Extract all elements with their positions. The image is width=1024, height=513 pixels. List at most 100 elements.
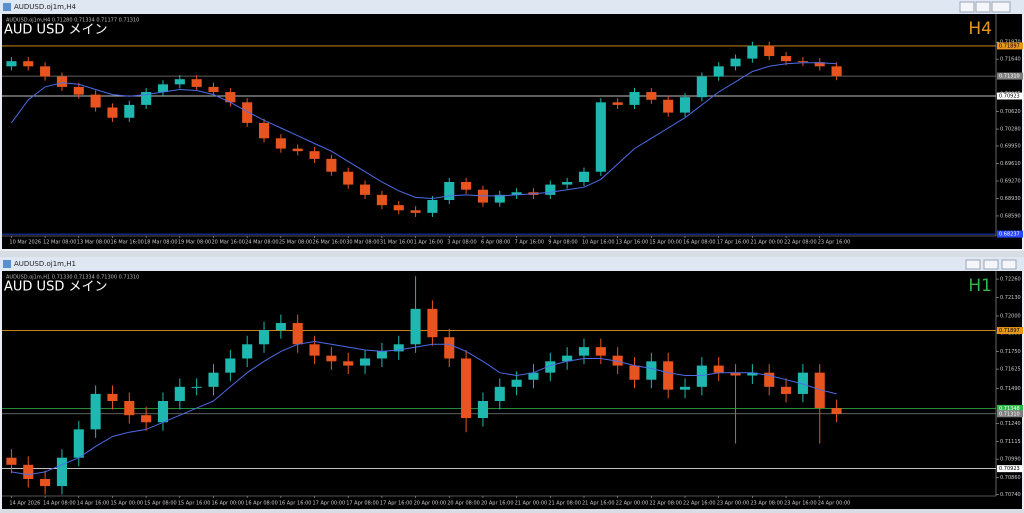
- candle-body: [679, 386, 691, 390]
- price-tag: [997, 410, 1023, 418]
- symbol-label: AUD USD メイン: [4, 280, 107, 295]
- candle-body: [141, 92, 152, 105]
- x-tick-label: 23 Apr 16:00: [818, 240, 851, 246]
- candle-body: [831, 408, 842, 414]
- chart-area: [2, 14, 1022, 249]
- y-tick-label: 0.70860: [1000, 475, 1021, 481]
- x-tick-label: 13 Mar 08:00: [77, 240, 110, 246]
- y-tick-label: 0.69610: [1000, 161, 1021, 167]
- minimize-button[interactable]: [965, 259, 981, 270]
- candle-body: [814, 62, 825, 67]
- x-tick-label: 20 Apr 08:00: [447, 501, 480, 507]
- y-tick-label: 0.69950: [1000, 144, 1021, 150]
- y-tick-label: 0.71640: [1000, 57, 1021, 63]
- maximize-button[interactable]: [983, 259, 999, 270]
- price-tag: [997, 230, 1023, 238]
- x-tick-label: 14 Apr 08:00: [43, 501, 76, 507]
- candle-body: [393, 344, 404, 352]
- candle-body: [157, 401, 169, 423]
- x-tick-label: 15 Apr 16:00: [178, 501, 211, 507]
- x-tick-label: 9 Apr 08:00: [548, 240, 577, 246]
- y-tick-label: 0.71240: [1000, 421, 1021, 427]
- window-icon: [3, 3, 11, 11]
- candle-body: [56, 76, 67, 87]
- candle-body: [747, 45, 758, 59]
- maximize-button[interactable]: [975, 1, 991, 13]
- title-bar: [0, 257, 1024, 271]
- chart-header: AUDUSD.oj1m,H4 0.71280 0.71334 0.71177 0…: [6, 18, 139, 24]
- x-tick-label: 24 Apr 00:00: [818, 501, 851, 507]
- candle-body: [174, 386, 185, 402]
- x-tick-label: 7 Apr 16:00: [515, 240, 544, 246]
- candle-body: [40, 478, 51, 487]
- title-bar: [0, 0, 1024, 14]
- candle-body: [814, 372, 825, 409]
- y-tick-label: 0.72130: [1000, 295, 1021, 301]
- x-tick-label: 30 Mar 08:00: [346, 240, 379, 246]
- candle-body: [225, 92, 236, 103]
- minimize-button[interactable]: [959, 1, 975, 13]
- x-tick-label: 25 Mar 08:00: [279, 240, 312, 246]
- candle-body: [427, 200, 438, 213]
- candle-body: [646, 361, 657, 380]
- candle-body: [124, 401, 135, 416]
- candle-body: [730, 58, 741, 67]
- candle-body: [562, 182, 573, 185]
- x-tick-label: 16 Apr 08:00: [683, 240, 716, 246]
- candle-body: [545, 361, 556, 373]
- candle-body: [309, 151, 320, 159]
- y-tick-label: 0.70280: [1000, 127, 1021, 133]
- y-tick-label: 0.72260: [1000, 277, 1021, 283]
- x-tick-label: 13 Apr 16:00: [616, 240, 649, 246]
- x-tick-label: 10 Mar 2026: [9, 240, 41, 246]
- candle-body: [494, 194, 505, 203]
- candle-body: [612, 102, 623, 105]
- chart-area: [2, 271, 1022, 509]
- candle-body: [225, 358, 236, 373]
- timeframe-label: H1: [968, 276, 992, 296]
- y-tick-label: 0.72000: [1000, 313, 1021, 319]
- candle-body: [124, 104, 135, 118]
- candle-body: [23, 61, 34, 67]
- candle-body: [595, 347, 606, 356]
- candle-body: [764, 372, 775, 387]
- candle-body: [747, 372, 758, 376]
- candle-body: [679, 97, 691, 113]
- x-tick-label: 19 Mar 08:00: [178, 240, 211, 246]
- price-tag: [997, 72, 1023, 80]
- x-tick-label: 23 Apr 08:00: [750, 501, 783, 507]
- candle-body: [494, 386, 505, 402]
- x-tick-label: 20 Apr 16:00: [481, 501, 514, 507]
- candle-body: [578, 171, 590, 183]
- candle-body: [242, 102, 253, 123]
- price-tag-label: 0.70923: [999, 466, 1020, 472]
- x-tick-label: 26 Mar 16:00: [313, 240, 346, 246]
- candle-body: [410, 210, 421, 213]
- candle-body: [56, 457, 67, 487]
- candle-body: [40, 66, 51, 77]
- x-tick-label: 12 Mar 08:00: [43, 240, 76, 246]
- price-tag-label: 0.68237: [999, 232, 1020, 238]
- x-tick-label: 16 Mar 16:00: [110, 240, 143, 246]
- candle-body: [629, 92, 640, 105]
- candle-body: [275, 138, 286, 149]
- price-tag-label: 0.71310: [999, 74, 1020, 80]
- price-tag-label: 0.71348: [999, 406, 1020, 412]
- close-button[interactable]: [1001, 259, 1017, 270]
- candle-body: [343, 361, 354, 366]
- moving-average: [10, 62, 837, 200]
- x-tick-label: 15 Apr 00:00: [110, 501, 143, 507]
- price-tag: [997, 327, 1023, 335]
- candle-body: [562, 355, 573, 362]
- price-tag-label: 0.71310: [999, 411, 1020, 417]
- close-button[interactable]: [991, 1, 1011, 13]
- x-tick-label: 22 Apr 16:00: [683, 501, 716, 507]
- candle-body: [73, 429, 84, 458]
- candle-body: [393, 205, 404, 211]
- y-tick-label: 0.71750: [1000, 349, 1021, 355]
- candle-body: [275, 323, 286, 331]
- candle-body: [191, 386, 202, 388]
- window-title: AUDUSD.oj1m,H1: [14, 260, 76, 268]
